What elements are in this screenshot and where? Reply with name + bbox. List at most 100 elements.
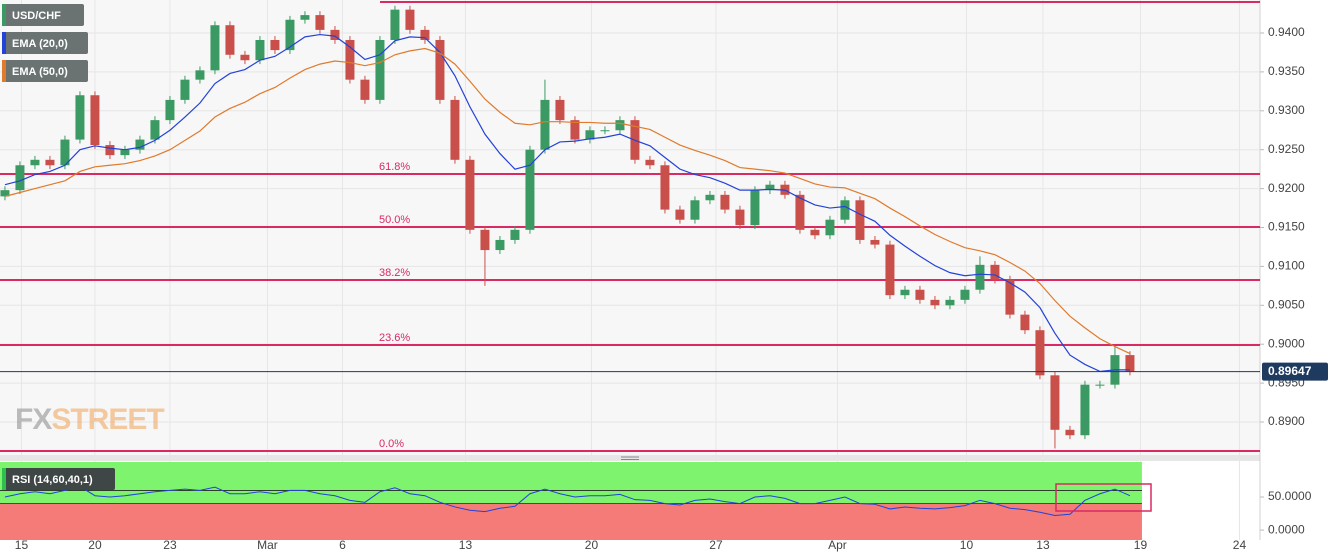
- candle-body: [975, 264, 985, 290]
- x-tick-label: 6: [339, 538, 346, 552]
- y-tick-label: 0.9200: [1268, 181, 1305, 195]
- candle-body: [600, 130, 610, 132]
- legend-label: EMA (50,0): [12, 66, 68, 78]
- rsi-line: [4, 485, 1131, 517]
- watermark: FXSTREET: [15, 403, 164, 436]
- candle-body: [1065, 429, 1075, 436]
- x-tick-label: 10: [960, 538, 974, 552]
- candle-body: [315, 15, 325, 30]
- candle-body: [435, 39, 445, 100]
- candle-body: [285, 19, 295, 51]
- ema-line: [4, 47, 1131, 355]
- candle-body: [1095, 384, 1105, 386]
- candle-body: [75, 95, 85, 140]
- candle-body: [180, 79, 190, 100]
- axes: 0.89000.89500.90000.90500.91000.91500.92…: [0, 25, 1328, 552]
- candle-body: [945, 299, 955, 306]
- y-tick-label: 0.9400: [1268, 25, 1305, 39]
- legend-swatch: [2, 60, 6, 82]
- candle-body: [15, 165, 25, 191]
- fib-label: 50.0%: [379, 214, 410, 226]
- candle-body: [210, 25, 220, 71]
- candle-body: [810, 229, 820, 236]
- candle-body: [525, 149, 535, 230]
- x-tick-label: 19: [1134, 538, 1148, 552]
- x-tick-label: Mar: [257, 538, 278, 552]
- candle-body: [990, 264, 1000, 280]
- candle-body: [330, 29, 340, 40]
- candle-body: [870, 239, 880, 245]
- candle-body: [420, 29, 430, 40]
- candle-body: [885, 244, 895, 296]
- y-tick-label: 0.9150: [1268, 220, 1305, 234]
- candle-body: [1080, 384, 1090, 436]
- candle-body: [960, 289, 970, 300]
- legend-swatch: [2, 4, 6, 26]
- candle-body: [645, 159, 655, 166]
- candle-body: [120, 149, 130, 156]
- ema-line: [4, 33, 1130, 373]
- legend-swatch: [2, 468, 6, 490]
- candle-body: [510, 229, 520, 240]
- rsi-y-tick-label: 50.0000: [1268, 489, 1312, 503]
- legend-box: [2, 32, 88, 54]
- x-tick-label: 20: [585, 538, 599, 552]
- candle-body: [60, 139, 70, 166]
- rsi-zone-lower: [0, 503, 1142, 540]
- x-tick-label: 23: [163, 538, 177, 552]
- legend-box: [2, 468, 115, 490]
- candle-body: [900, 289, 910, 296]
- candle-body: [1050, 375, 1060, 430]
- legend-title: USD/CHF: [12, 10, 61, 22]
- candle-body: [390, 9, 400, 40]
- candle-body: [0, 190, 10, 197]
- candle-body: [270, 39, 280, 51]
- fib-label: 38.2%: [379, 267, 410, 279]
- candle-body: [375, 39, 385, 100]
- candle-body: [1020, 314, 1030, 331]
- rsi-zone-upper: [0, 462, 1142, 504]
- indicator-label: RSI (14,60,40,1): [12, 474, 93, 486]
- x-tick-label: 13: [1036, 538, 1050, 552]
- highlight-box: [1055, 483, 1152, 512]
- candle-body: [360, 79, 370, 100]
- panel-separator: [0, 455, 1260, 461]
- candle-body: [570, 120, 580, 140]
- candle-body: [465, 159, 475, 230]
- candle-body: [345, 39, 355, 80]
- fib-label: 23.6%: [379, 332, 410, 344]
- candle-body: [225, 25, 235, 55]
- candle-body: [660, 165, 670, 210]
- fib-label: 0.0%: [379, 438, 404, 450]
- candle-body: [45, 159, 55, 166]
- last-price-box: [1262, 362, 1328, 381]
- candle-body: [930, 299, 940, 306]
- candle-body: [750, 190, 760, 226]
- candle-body: [480, 229, 490, 251]
- x-tick-label: Apr: [828, 538, 847, 552]
- candle-body: [450, 99, 460, 160]
- y-tick-label: 0.9300: [1268, 103, 1305, 117]
- candle-body: [735, 209, 745, 226]
- candle-body: [135, 139, 145, 150]
- candle-body: [90, 95, 100, 146]
- candle-body: [555, 99, 565, 121]
- candle-body: [795, 194, 805, 230]
- candle-body: [255, 39, 265, 61]
- y-tick-label: 0.9250: [1268, 142, 1305, 156]
- candle-body: [825, 219, 835, 236]
- candle-body: [1005, 279, 1015, 315]
- x-tick-label: 15: [15, 538, 29, 552]
- candle-body: [300, 15, 310, 20]
- candle-body: [585, 130, 595, 140]
- y-tick-label: 0.9050: [1268, 297, 1305, 311]
- legend-label: EMA (20,0): [12, 38, 68, 50]
- candle-body: [915, 289, 925, 300]
- candle-body: [1125, 355, 1135, 372]
- ema-lines: [4, 33, 1131, 373]
- candle-body: [1035, 330, 1045, 376]
- candle-body: [195, 70, 205, 80]
- y-tick-label: 0.9350: [1268, 64, 1305, 78]
- last-price-label: 0.89647: [1268, 364, 1312, 378]
- candle-body: [690, 200, 700, 220]
